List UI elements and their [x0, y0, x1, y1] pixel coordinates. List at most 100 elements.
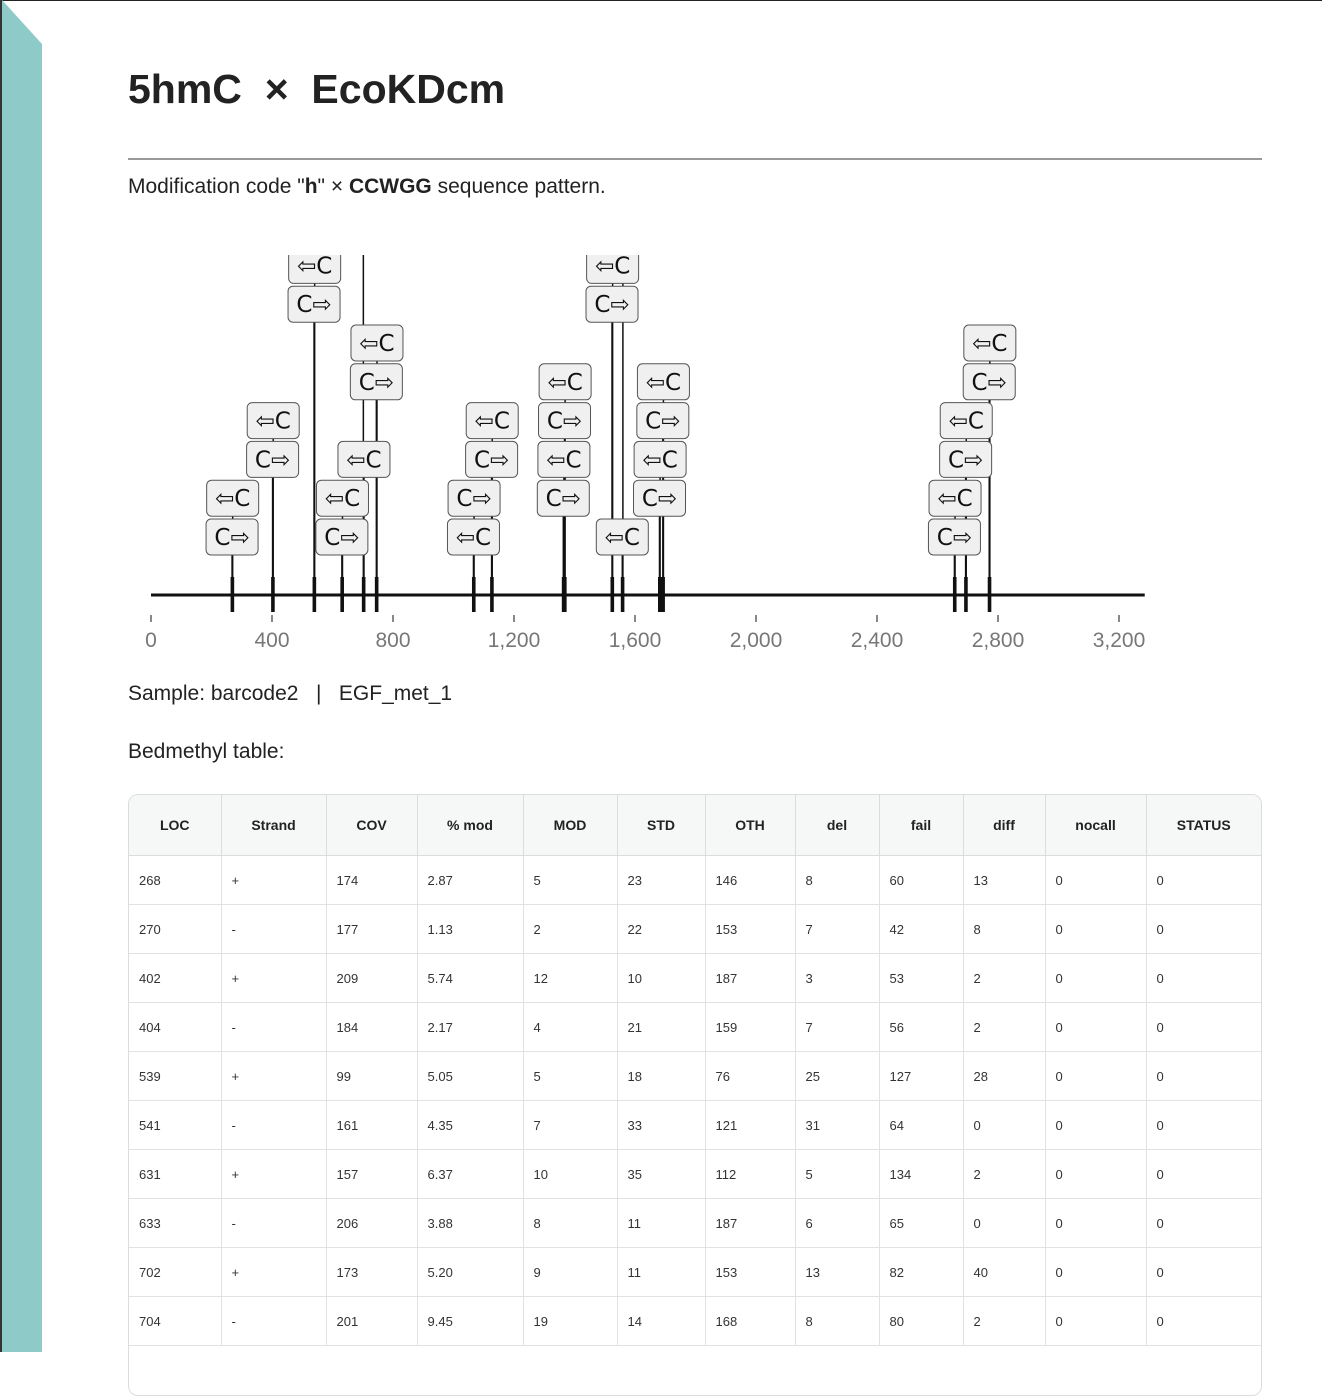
- table-cell: 76: [705, 1051, 796, 1101]
- site-label-box: [206, 479, 260, 517]
- table-cell: 8: [795, 855, 880, 905]
- table-cell: 5.05: [417, 1051, 524, 1101]
- table-cell: 2: [523, 904, 618, 954]
- site-label-box: [939, 402, 993, 440]
- sequence-pattern: CCWGG: [348, 175, 432, 198]
- site-label-box: [447, 479, 501, 517]
- axis-tick-label: 1,200: [488, 629, 541, 652]
- site-label: ⇦C: [972, 331, 1007, 357]
- column-header[interactable]: fail: [879, 795, 964, 856]
- site-label: ⇦C: [949, 409, 984, 435]
- site-label: C⇨: [296, 292, 331, 318]
- column-header[interactable]: nocall: [1045, 795, 1147, 856]
- table-cell: 14: [617, 1296, 706, 1346]
- table-cell: 153: [705, 904, 796, 954]
- axis-tick-label: 800: [375, 629, 410, 652]
- column-header[interactable]: Strand: [221, 795, 327, 856]
- axis-tick-label: 2,000: [730, 629, 783, 652]
- table-cell: 0: [1146, 1296, 1261, 1346]
- table-cell: -: [221, 1296, 327, 1346]
- column-header[interactable]: STD: [617, 795, 706, 856]
- table-cell: 173: [326, 1247, 418, 1297]
- table-cell: 0: [1045, 953, 1147, 1003]
- table-cell: 2.17: [417, 1002, 524, 1052]
- table-cell: 631: [129, 1149, 222, 1199]
- column-header[interactable]: % mod: [417, 795, 524, 856]
- table-cell: 35: [617, 1149, 706, 1199]
- table-row: 702 +173 5.20 9 11 153 13 82 40 0 0: [129, 1247, 1261, 1297]
- table-cell: 0: [1146, 1149, 1261, 1199]
- axis-tick-label: 0: [145, 629, 157, 652]
- table-cell: 13: [795, 1247, 880, 1297]
- site-label: C⇨: [972, 370, 1007, 396]
- column-header[interactable]: LOC: [129, 795, 222, 856]
- table-header-row: LOC Strand COV% mod MOD STD OTH del fail diff noc…: [129, 795, 1261, 856]
- table-cell: 28: [963, 1051, 1046, 1101]
- table-cell: 0: [963, 1198, 1046, 1248]
- table-cell: 0: [1146, 1100, 1261, 1150]
- site-label-box: [586, 255, 640, 284]
- site-label: ⇦C: [346, 447, 381, 473]
- column-header[interactable]: OTH: [705, 795, 796, 856]
- site-label: ⇦C: [642, 447, 677, 473]
- site-position-plot: 0 400 800 1,200 1,600 2,000 2,400 2,800 3,200C⇨⇦…: [145, 255, 1145, 652]
- site-label: ⇦C: [359, 331, 394, 357]
- table-cell: 10: [523, 1149, 618, 1199]
- table-cell: 3: [795, 953, 880, 1003]
- column-header[interactable]: STATUS: [1146, 795, 1261, 856]
- table-cell: 8: [795, 1296, 880, 1346]
- table-cell: +: [221, 953, 327, 1003]
- table-cell: -: [221, 1100, 327, 1150]
- left-border: [0, 0, 2, 1352]
- site-label-box: [633, 440, 687, 478]
- table-cell: 7: [523, 1100, 618, 1150]
- table-cell: 5.20: [417, 1247, 524, 1297]
- site-label: C⇨: [456, 486, 491, 512]
- top-border: [0, 0, 1322, 1]
- table-row: 631 +157 6.37 10 35 112 5 134 2 0 0: [129, 1149, 1261, 1199]
- table-cell: 174: [326, 855, 418, 905]
- site-label: ⇦C: [256, 409, 291, 435]
- table-cell: 5.74: [417, 953, 524, 1003]
- table-cell: 31: [795, 1100, 880, 1150]
- site-label: C⇨: [214, 525, 249, 551]
- column-header[interactable]: COV: [326, 795, 418, 856]
- site-label: ⇦C: [937, 486, 972, 512]
- site-label: ⇦C: [595, 255, 630, 279]
- table-cell: 2: [963, 1149, 1046, 1199]
- column-header[interactable]: diff: [963, 795, 1046, 856]
- site-label: C⇨: [324, 525, 359, 551]
- table-cell: 11: [617, 1198, 706, 1248]
- site-label-box: [633, 479, 687, 517]
- site-label: ⇦C: [215, 486, 250, 512]
- table-cell: 8: [523, 1198, 618, 1248]
- site-label-box: [465, 402, 519, 440]
- table-cell: 0: [1146, 1247, 1261, 1297]
- column-header[interactable]: MOD: [523, 795, 618, 856]
- table-cell: 0: [1146, 953, 1261, 1003]
- table-row: 704-201 9.45 19 14 168 8 80 2 0 0: [129, 1296, 1261, 1346]
- site-label-box: [927, 518, 981, 556]
- table-cell: 0: [1045, 904, 1147, 954]
- site-label-box: [337, 440, 391, 478]
- table-cell: 0: [1146, 855, 1261, 905]
- title-divider: [128, 158, 1262, 160]
- site-label: C⇨: [474, 447, 509, 473]
- table-cell: 65: [879, 1198, 964, 1248]
- site-label-box: [585, 285, 639, 323]
- table-cell: 5: [795, 1149, 880, 1199]
- site-label-box: [595, 518, 649, 556]
- table-cell: 177: [326, 904, 418, 954]
- site-label-box: [537, 440, 591, 478]
- column-header[interactable]: del: [795, 795, 880, 856]
- table-cell: 1.13: [417, 904, 524, 954]
- table-cell: 539: [129, 1051, 222, 1101]
- table-cell: +: [221, 1051, 327, 1101]
- table-cell: 161: [326, 1100, 418, 1150]
- table-cell: 4.35: [417, 1100, 524, 1150]
- table-cell: 12: [523, 953, 618, 1003]
- table-cell: 0: [1045, 1051, 1147, 1101]
- table-row: 402 +209 5.74 12 10 187 3 53 2 0 0: [129, 953, 1261, 1003]
- table-cell: 112: [705, 1149, 796, 1199]
- table-cell: 157: [326, 1149, 418, 1199]
